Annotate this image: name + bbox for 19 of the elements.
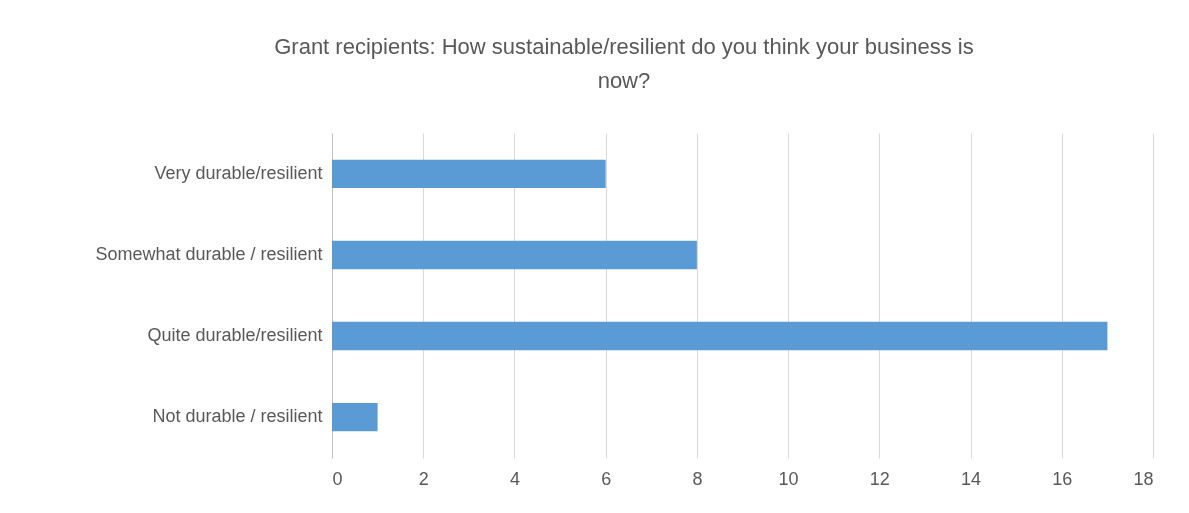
bar <box>332 159 606 189</box>
bar <box>332 240 697 270</box>
y-tick-label: Somewhat durable / resilient <box>95 243 323 264</box>
x-tick-label: 14 <box>961 468 982 489</box>
bar <box>332 402 378 432</box>
y-tick-label: Very durable/resilient <box>154 162 323 183</box>
bar <box>332 321 1108 351</box>
x-tick-label: 0 <box>332 468 343 489</box>
x-tick-label: 12 <box>869 468 890 489</box>
x-tick-label: 6 <box>601 468 612 489</box>
x-tick-label: 8 <box>692 468 703 489</box>
x-tick-label: 10 <box>778 468 799 489</box>
y-tick-label: Not durable / resilient <box>152 406 323 427</box>
y-tick-label: Quite durable/resilient <box>147 325 323 346</box>
x-tick-label: 2 <box>418 468 429 489</box>
x-tick-label: 16 <box>1052 468 1073 489</box>
chart-title: Grant recipients: How sustainable/resilient do you think your business is now? <box>274 34 974 93</box>
x-tick-label: 4 <box>509 468 520 489</box>
x-tick-label: 18 <box>1133 468 1154 489</box>
